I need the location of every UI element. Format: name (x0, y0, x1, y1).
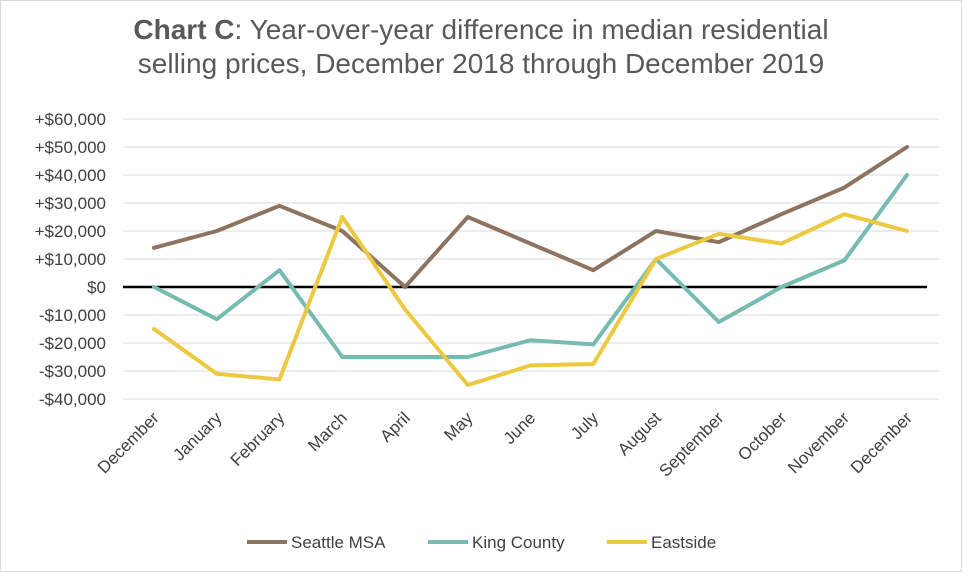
series-line-eastside (152, 212, 909, 387)
x-tick-label: September (655, 408, 727, 480)
y-tick-label: +$30,000 (35, 194, 106, 213)
x-tick-label: November (784, 408, 853, 477)
y-tick-label: -$40,000 (39, 390, 106, 409)
legend-label: King County (472, 533, 565, 552)
y-tick-label: -$20,000 (39, 334, 106, 353)
x-tick-label: December (847, 408, 916, 477)
x-tick-label: February (227, 408, 289, 470)
y-tick-label: +$20,000 (35, 222, 106, 241)
y-tick-label: +$10,000 (35, 250, 106, 269)
legend-label: Eastside (651, 533, 716, 552)
x-tick-label: December (94, 408, 163, 477)
y-tick-label: -$30,000 (39, 362, 106, 381)
y-tick-label: $0 (87, 278, 106, 297)
x-axis: December January February March April May June… (94, 408, 916, 481)
legend-label: Seattle MSA (291, 533, 386, 552)
chart-title-line2: selling prices, December 2018 through De… (137, 48, 825, 79)
x-tick-label: June (500, 408, 540, 448)
series-line-king-county (152, 173, 909, 359)
y-tick-label: +$60,000 (35, 110, 106, 129)
y-tick-label: +$40,000 (35, 166, 106, 185)
legend: Seattle MSA King County Eastside (247, 533, 716, 552)
chart-title-bold: Chart C (133, 14, 235, 45)
chart-title: Chart C: Year-over-year difference in me… (1, 13, 961, 81)
x-tick-label: January (169, 408, 226, 465)
y-tick-label: -$10,000 (39, 306, 106, 325)
x-tick-label: May (440, 408, 476, 444)
x-tick-label: April (376, 408, 413, 445)
gridlines (123, 118, 939, 400)
y-tick-label: +$50,000 (35, 138, 106, 157)
x-tick-label: July (567, 408, 602, 443)
series-lines (152, 145, 909, 387)
y-axis: +$60,000 +$50,000 +$40,000 +$30,000 +$20,000… (35, 110, 106, 409)
series-line-seattle-msa (152, 145, 909, 289)
x-tick-label: March (304, 408, 351, 455)
x-tick-label: October (734, 408, 790, 464)
chart-title-line1: : Year-over-year difference in median re… (234, 14, 829, 45)
x-tick-label: August (614, 408, 665, 459)
